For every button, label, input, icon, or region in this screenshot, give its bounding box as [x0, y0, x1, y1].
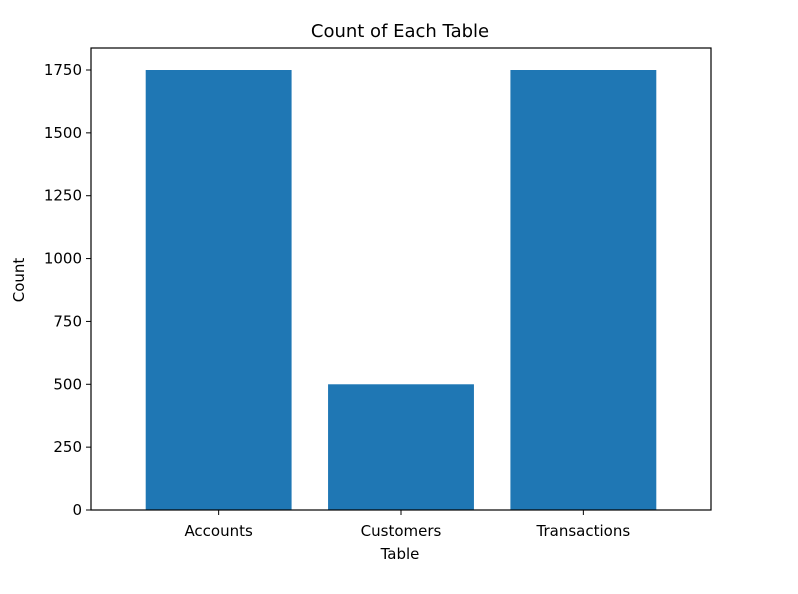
bar-transactions: [510, 70, 657, 510]
x-axis-ticks: Accounts Customers Transactions: [184, 510, 630, 540]
y-tick-label: 250: [53, 438, 82, 456]
x-tick-label-accounts: Accounts: [184, 522, 253, 540]
y-axis-ticks: 0 250 500 750 1000 1250 1500 1750: [44, 61, 91, 519]
y-axis-label: Count: [10, 258, 28, 303]
y-tick-label: 500: [53, 375, 82, 393]
y-tick-label: 1250: [44, 187, 82, 205]
x-axis-label: Table: [380, 545, 420, 563]
y-tick-label: 750: [53, 312, 82, 330]
chart-title: Count of Each Table: [311, 21, 489, 42]
y-tick-label: 1000: [44, 250, 82, 268]
x-tick-label-transactions: Transactions: [536, 522, 631, 540]
bars-layer: [145, 70, 657, 510]
y-tick-label: 1750: [44, 61, 82, 79]
bar-accounts: [145, 70, 292, 510]
x-tick-label-customers: Customers: [361, 522, 442, 540]
plot-area-frame: [90, 47, 712, 511]
y-tick-label: 0: [72, 501, 82, 519]
y-tick-label: 1500: [44, 124, 82, 142]
bar-customers: [328, 384, 474, 510]
